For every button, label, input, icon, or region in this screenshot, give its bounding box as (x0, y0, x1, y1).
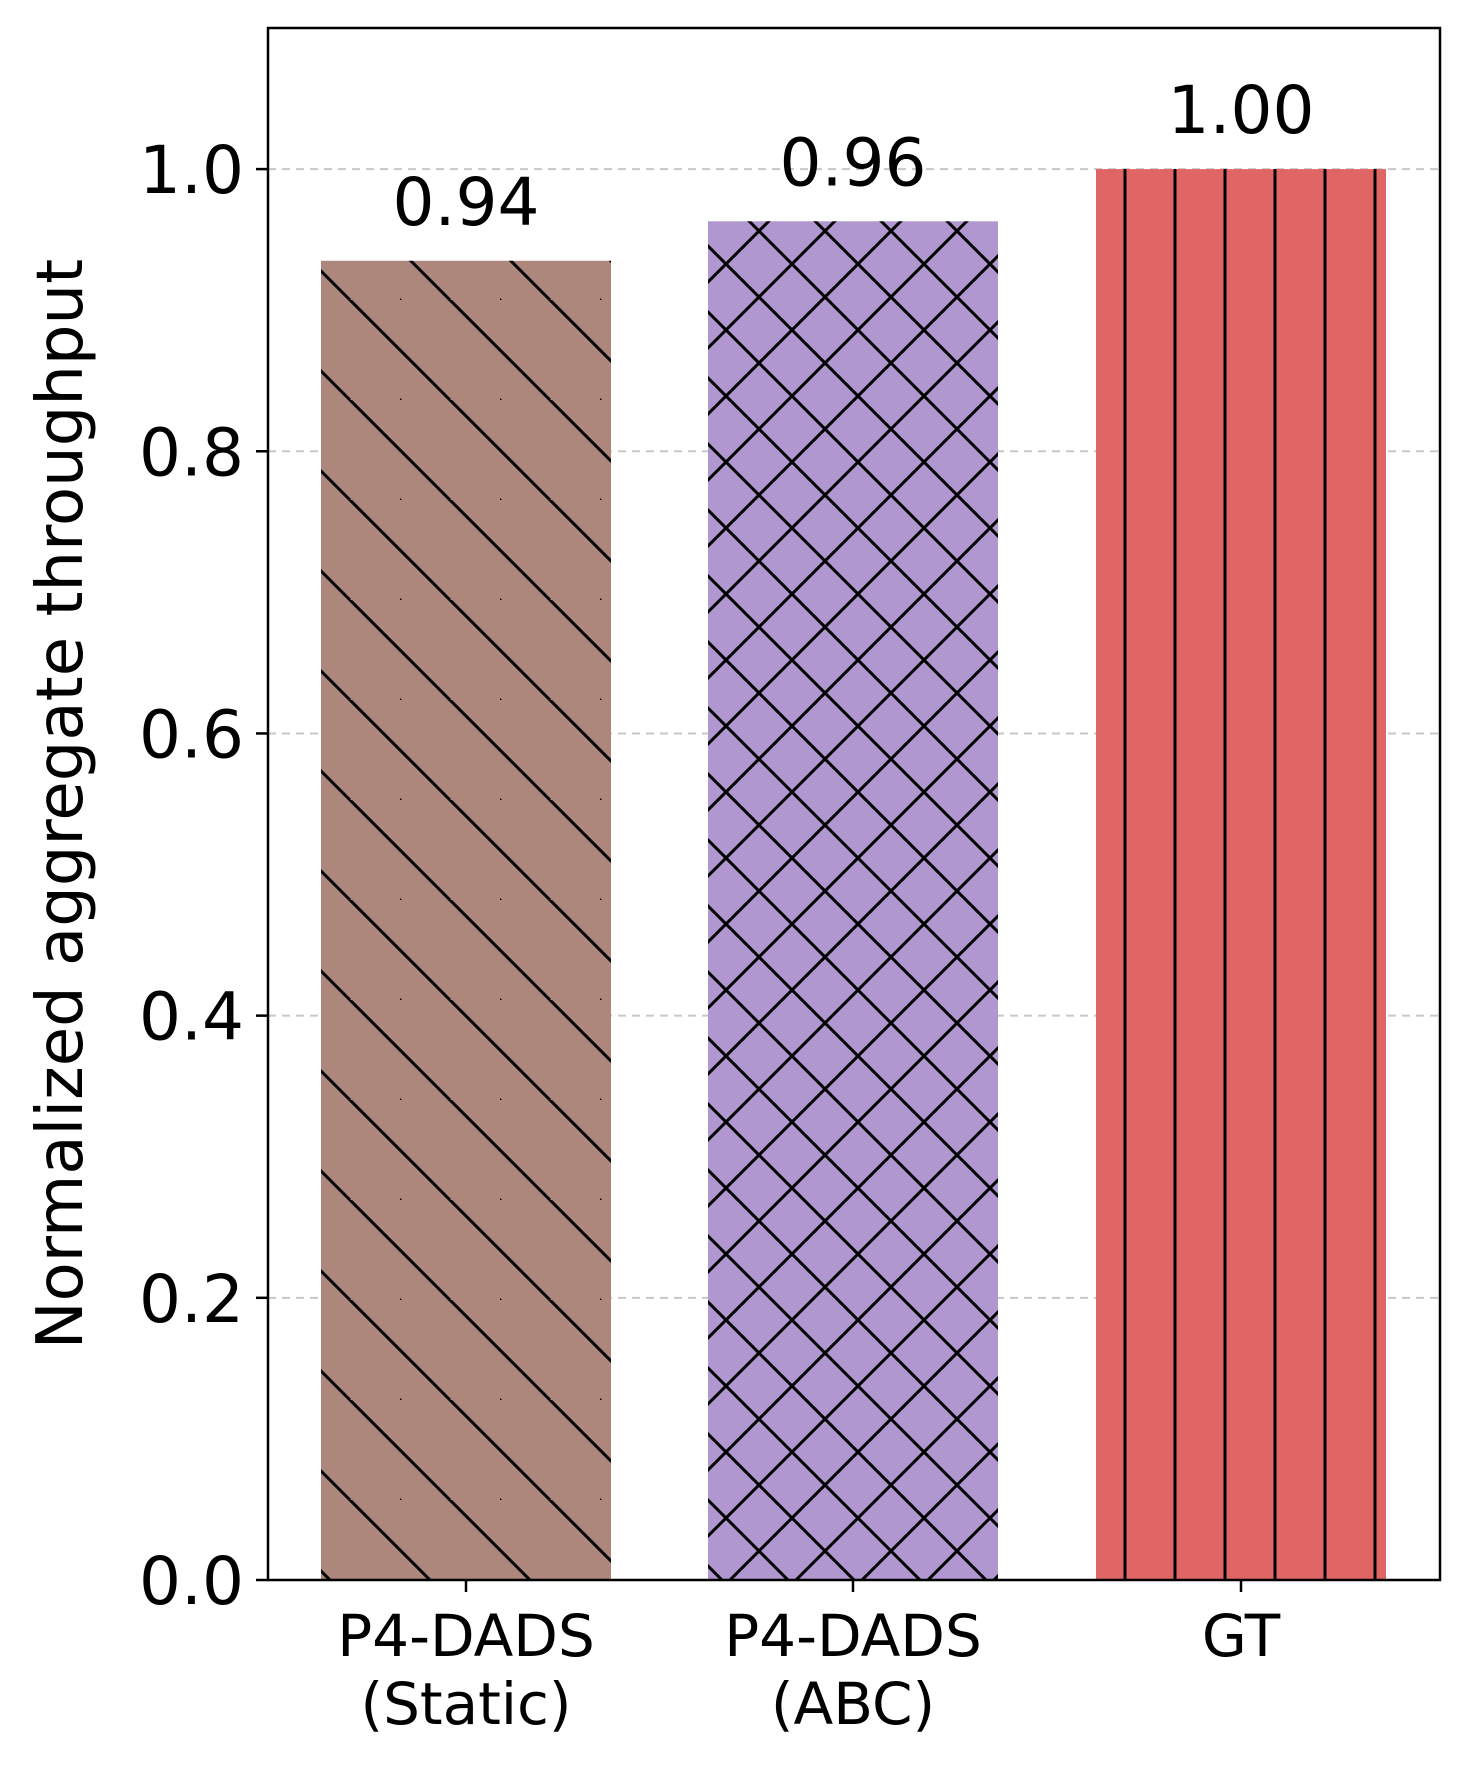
bar-hatch (1096, 169, 1386, 1580)
x-tick-label: P4-DADS (Static) (337, 1602, 595, 1738)
y-tick-label: 1.0 (139, 132, 244, 209)
data-label: 0.96 (780, 124, 927, 201)
y-tick-label: 0.2 (139, 1261, 244, 1338)
x-tick-label-line: GT (1202, 1602, 1281, 1670)
y-tick-label: 0.4 (139, 979, 244, 1056)
x-tick-label: GT (1202, 1602, 1281, 1670)
y-tick-label: 0.8 (139, 414, 244, 491)
data-label: 0.94 (393, 164, 540, 241)
y-tick-label: 0.6 (139, 696, 244, 773)
x-tick-label-line: (ABC) (771, 1670, 935, 1738)
x-tick-label-line: P4-DADS (724, 1602, 982, 1670)
x-tick-label-line: (Static) (360, 1670, 571, 1738)
bars (321, 169, 1386, 1580)
y-axis-label: Normalized aggregate throughput (24, 259, 98, 1349)
y-tick-label: 0.0 (139, 1543, 244, 1620)
x-tick-label: P4-DADS (ABC) (724, 1602, 982, 1738)
data-label: 1.00 (1168, 72, 1315, 149)
bar-hatch (708, 221, 998, 1580)
bar-hatch (321, 260, 611, 1580)
labels: 0.940.961.000.00.20.40.60.81.0P4-DADS (St… (24, 72, 1314, 1738)
x-tick-label-line: P4-DADS (337, 1602, 595, 1670)
ticks (256, 167, 1243, 1592)
